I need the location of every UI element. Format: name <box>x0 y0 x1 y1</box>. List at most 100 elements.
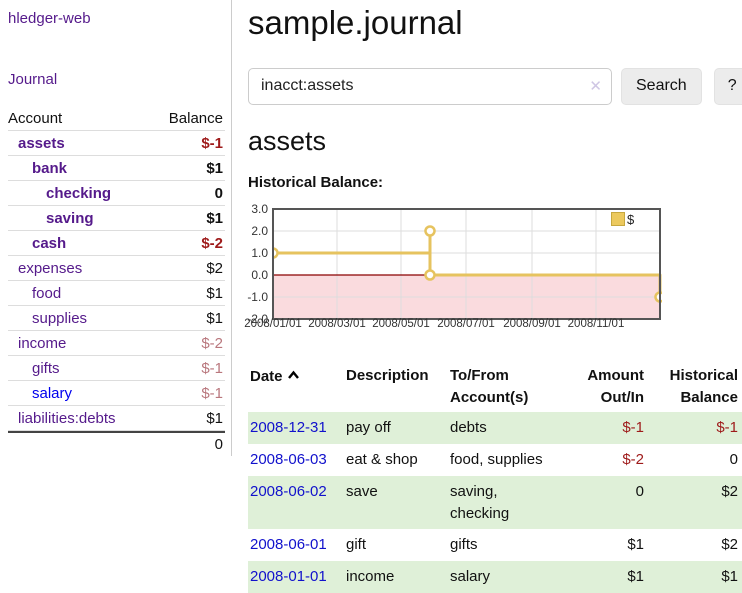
accounts-table: Account Balance assets $-1 bank $1 check… <box>8 106 225 456</box>
register-row: 2008-12-31 pay off debts $-1 $-1 <box>248 412 742 445</box>
transaction-description: gift <box>346 536 367 554</box>
x-tick-label: 2008/09/01 <box>503 317 561 330</box>
account-row-saving: saving $1 <box>8 206 225 231</box>
transaction-description: income <box>346 568 395 586</box>
transaction-amount: $-2 <box>622 451 644 469</box>
transaction-description: save <box>346 482 378 500</box>
account-link[interactable]: assets <box>18 134 65 152</box>
account-balance: $1 <box>206 159 223 177</box>
account-link[interactable]: salary <box>32 384 73 402</box>
account-balance: $-1 <box>201 134 223 152</box>
transaction-date-link[interactable]: 2008-12-31 <box>250 419 327 437</box>
transaction-description: eat & shop <box>346 451 418 469</box>
register-row: 2008-06-03 eat & shop food, supplies $-2… <box>248 444 742 476</box>
account-link[interactable]: liabilities:debts <box>18 409 116 427</box>
y-tick-label: 3.0 <box>251 201 268 216</box>
chart-legend: $ <box>611 212 634 227</box>
account-balance: $1 <box>206 409 223 427</box>
transaction-date-link[interactable]: 2008-06-03 <box>250 451 327 469</box>
account-balance: $-2 <box>201 334 223 352</box>
y-tick-label: 0.0 <box>251 267 268 282</box>
page-title: sample.journal <box>248 4 463 41</box>
transaction-amount: $1 <box>627 568 644 586</box>
transaction-balance: $2 <box>721 536 738 554</box>
y-tick-label: -1.0 <box>247 289 268 304</box>
legend-swatch-icon <box>611 212 625 227</box>
legend-label: $ <box>627 211 635 227</box>
y-tick-label: 2.0 <box>251 223 268 238</box>
account-link[interactable]: bank <box>32 159 68 177</box>
account-row-liabilities-debts: liabilities:debts $1 <box>8 406 225 431</box>
transaction-date-link[interactable]: 2008-06-01 <box>250 536 327 554</box>
account-link[interactable]: gifts <box>32 359 60 377</box>
account-balance: 0 <box>214 184 223 202</box>
journal-nav-link[interactable]: Journal <box>8 71 58 88</box>
transaction-balance: $-1 <box>716 419 738 437</box>
x-tick-label: 2008/05/01 <box>372 317 430 330</box>
register-row: 2008-06-01 gift gifts $1 $2 <box>248 529 742 561</box>
account-link[interactable]: saving <box>46 209 94 227</box>
x-tick-label: 2008/01/01 <box>244 317 302 330</box>
x-tick-label: 2008/07/01 <box>437 317 495 330</box>
search-button[interactable]: Search <box>621 67 702 105</box>
search-input[interactable] <box>248 67 612 105</box>
account-link[interactable]: checking <box>46 184 112 202</box>
transaction-date-link[interactable]: 2008-01-01 <box>250 568 327 586</box>
account-row-income: income $-2 <box>8 331 225 356</box>
account-link[interactable]: cash <box>32 234 67 252</box>
account-link[interactable]: food <box>32 284 62 302</box>
historical-balance-chart: 3.0 2.0 1.0 0.0 -1.0 -2.0 <box>242 199 666 345</box>
account-balance: $2 <box>206 259 223 277</box>
transaction-accounts: saving, checking <box>450 482 510 522</box>
chart-canvas <box>272 207 662 320</box>
chart-heading: Historical Balance: <box>248 173 384 191</box>
filtered-account-heading: assets <box>248 125 327 156</box>
account-link[interactable]: supplies <box>32 309 88 327</box>
balance-column-header: Balance <box>168 109 223 127</box>
account-row-salary: salary $-1 <box>8 381 225 406</box>
register-row: 2008-01-01 income salary $1 $1 <box>248 561 742 593</box>
transaction-accounts: gifts <box>450 536 478 554</box>
account-balance: $1 <box>206 284 223 302</box>
transaction-balance: $1 <box>721 568 738 586</box>
account-balance: $1 <box>206 309 223 327</box>
account-row-bank: bank $1 <box>8 156 225 181</box>
app-brand-link[interactable]: hledger-web <box>8 10 91 27</box>
plot-border <box>272 207 661 320</box>
date-column-header[interactable]: Date <box>248 361 344 413</box>
transaction-amount: $1 <box>627 536 644 554</box>
account-balance: $-2 <box>201 234 223 252</box>
account-balance: $-1 <box>201 384 223 402</box>
account-balance: $-1 <box>201 359 223 377</box>
account-row-gifts: gifts $-1 <box>8 356 225 381</box>
transaction-date-link[interactable]: 2008-06-02 <box>250 482 327 500</box>
accounts-column-header: To/From Account(s) <box>450 366 529 406</box>
help-button[interactable]: ? <box>713 67 742 105</box>
account-link[interactable]: expenses <box>18 259 83 277</box>
account-row-checking: checking 0 <box>8 181 225 206</box>
account-row-expenses: expenses $2 <box>8 256 225 281</box>
y-tick-label: 1.0 <box>251 245 268 260</box>
account-link[interactable]: income <box>18 334 67 352</box>
accounts-table-header: Account Balance <box>8 106 225 131</box>
account-balance: $1 <box>206 209 223 227</box>
balance-column-header: Historical Balance <box>669 366 738 406</box>
register-header-row: Date Description To/From Account(s) Amou… <box>248 361 742 413</box>
transaction-accounts: debts <box>450 419 487 437</box>
search-bar: ✕ Search ? <box>248 67 742 105</box>
amount-column-header: Amount Out/In <box>587 366 644 406</box>
register-table: Date Description To/From Account(s) Amou… <box>248 361 742 593</box>
data-point-markers <box>272 225 662 303</box>
account-row-assets: assets $-1 <box>8 131 225 156</box>
account-row-supplies: supplies $1 <box>8 306 225 331</box>
account-column-header: Account <box>8 109 63 127</box>
accounts-total-value: 0 <box>214 436 223 453</box>
transaction-balance: 0 <box>729 451 738 469</box>
x-tick-label: 2008/11/01 <box>567 317 625 330</box>
account-row-cash: cash $-2 <box>8 231 225 256</box>
sort-ascending-icon <box>287 365 300 387</box>
y-tick-label: -2.0 <box>247 311 268 326</box>
description-column-header: Description <box>346 366 429 384</box>
register-row: 2008-06-02 save saving, checking 0 $2 <box>248 475 742 530</box>
clear-search-icon[interactable]: ✕ <box>589 77 602 95</box>
